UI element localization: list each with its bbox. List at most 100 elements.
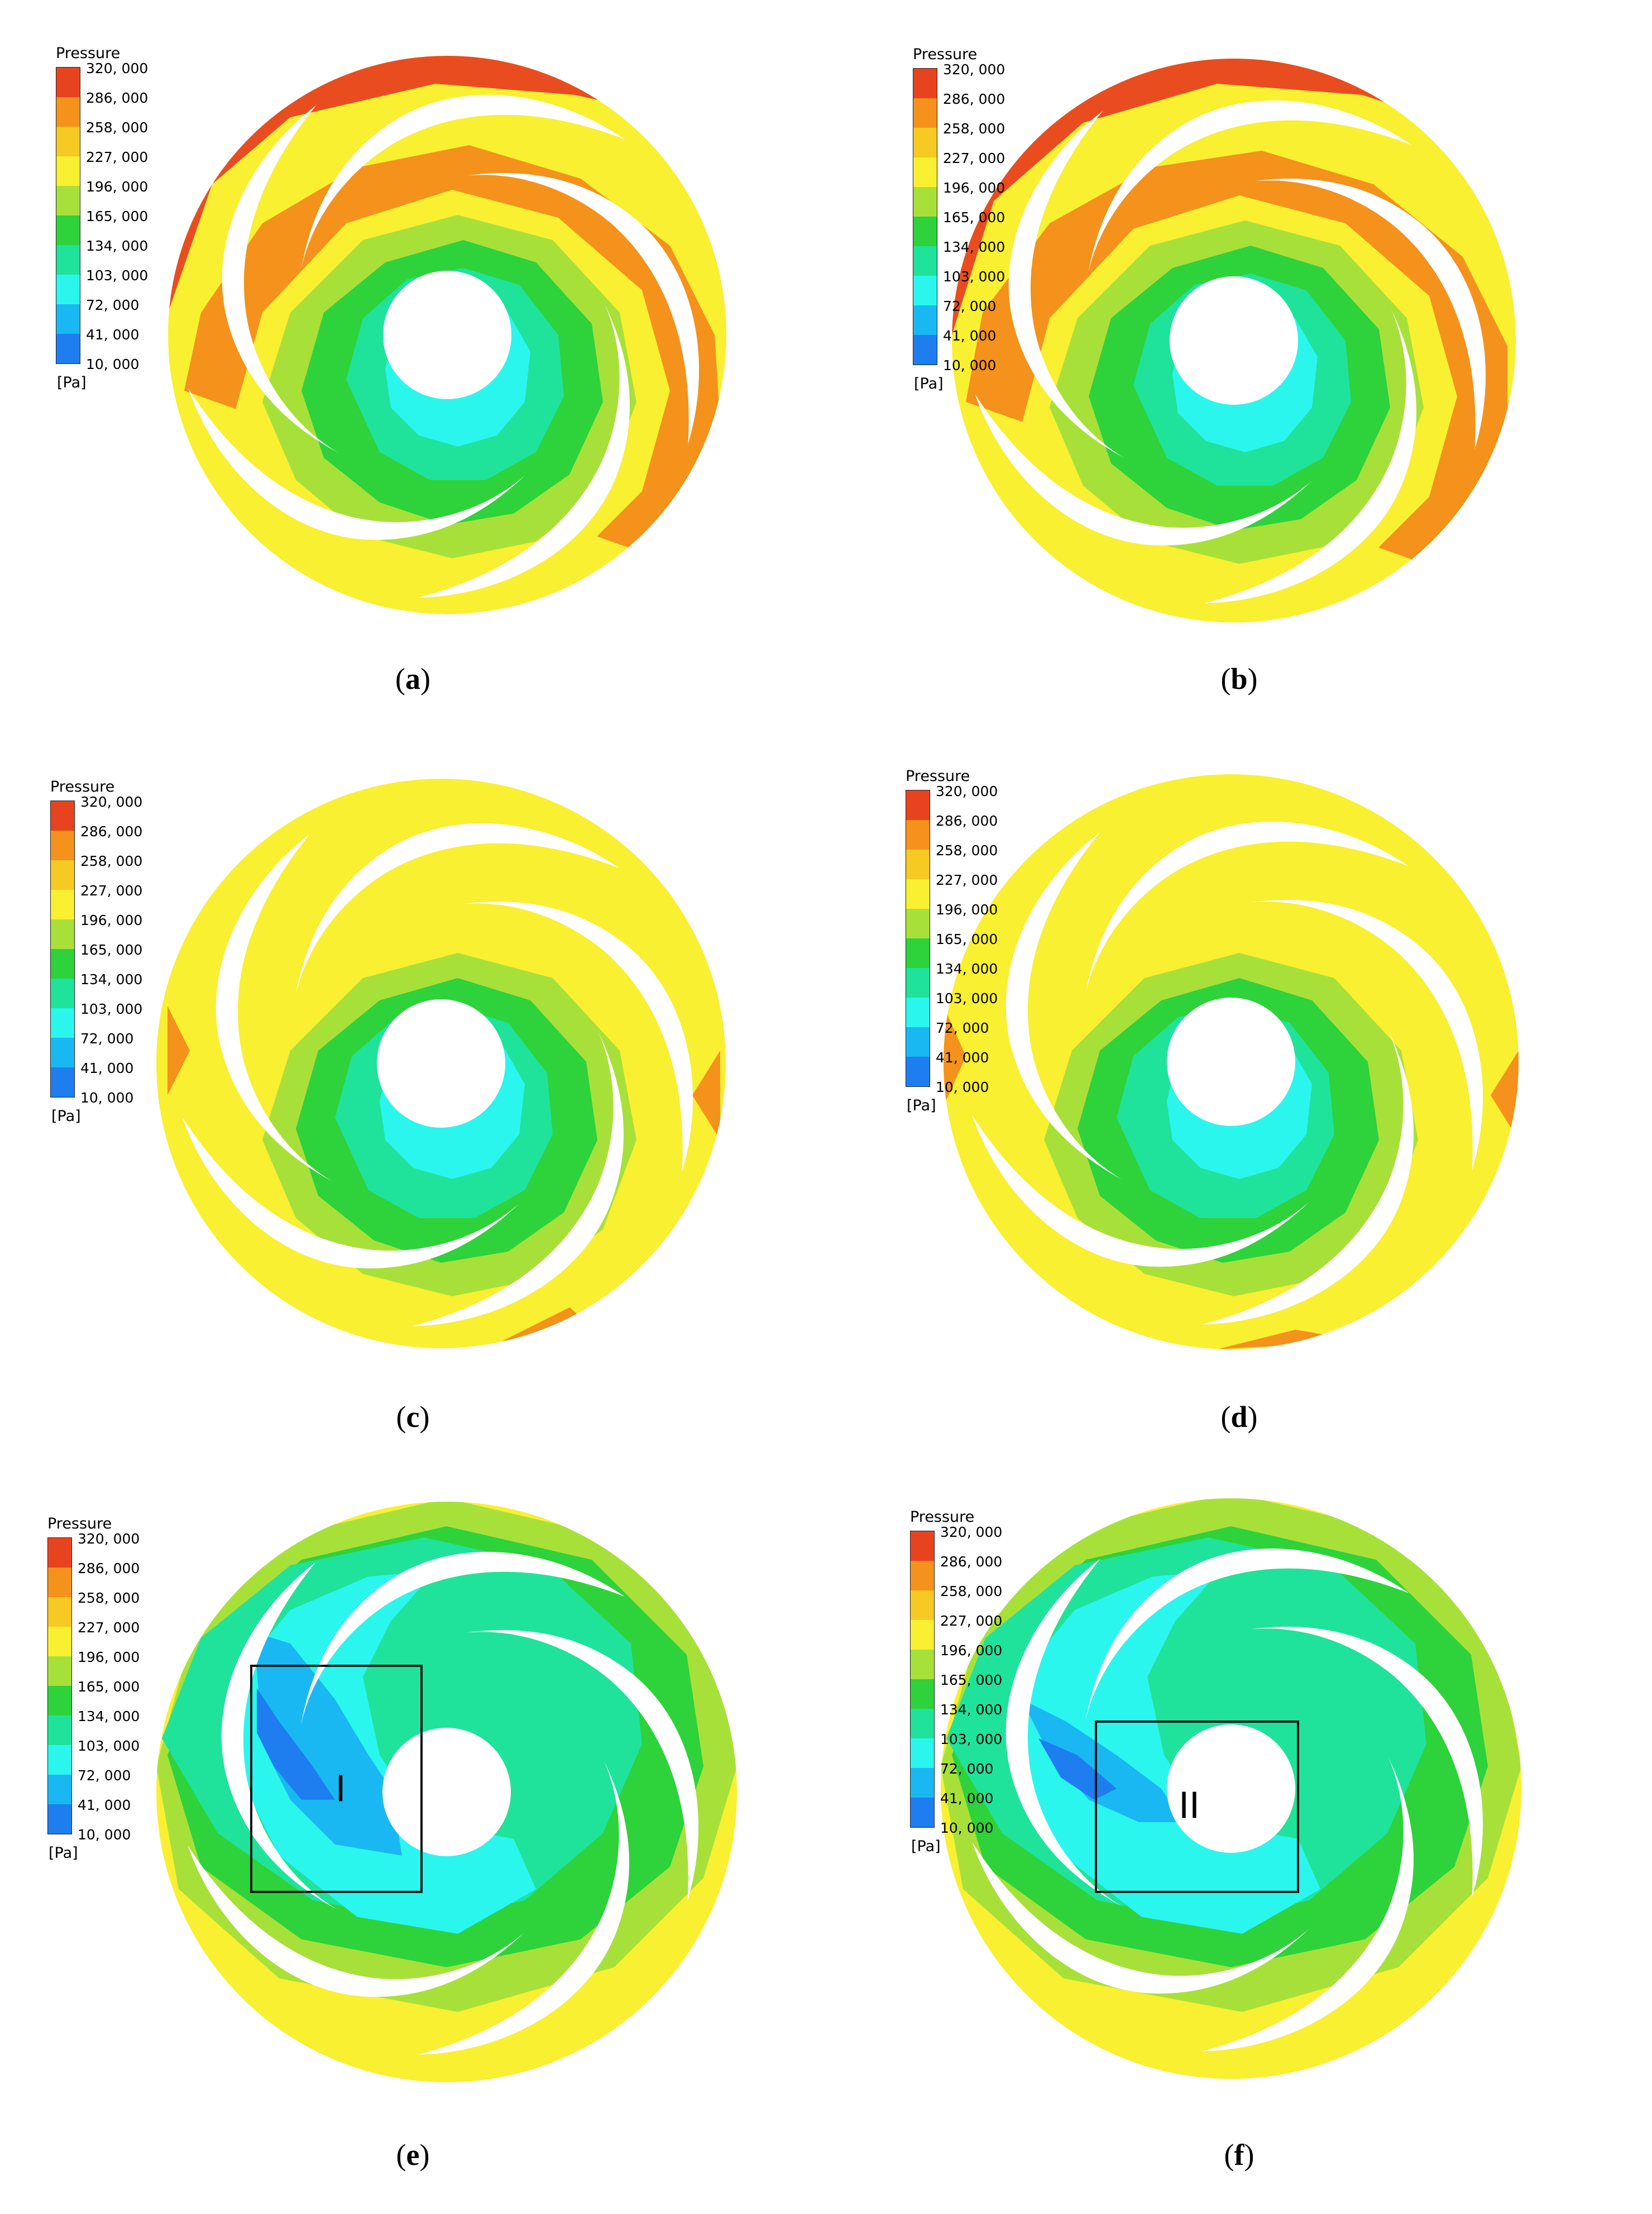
legend-swatch (56, 68, 80, 97)
legend-tick: 227, 000 (940, 1613, 1003, 1629)
legend-tick: 165, 000 (86, 208, 149, 224)
blade (972, 1115, 1310, 1267)
legend-swatch (906, 820, 930, 850)
legend-swatch (48, 1627, 71, 1656)
legend-title: Pressure (910, 1508, 975, 1526)
legend-tick: 72, 000 (943, 298, 997, 314)
legend-tick: 286, 000 (86, 90, 149, 106)
legend-tick: 227, 000 (80, 883, 143, 899)
legend-swatch (913, 217, 937, 246)
legend-tick: 258, 000 (936, 842, 998, 859)
legend-tick: 103, 000 (936, 990, 998, 1007)
legend-tick: 286, 000 (936, 813, 998, 829)
legend-colorbar (913, 68, 937, 365)
legend-tick: 165, 000 (78, 1679, 140, 1695)
panel-f: II Pressure 320, 000 286, 000 258, 000 2… (826, 1476, 1652, 2214)
legend-swatch (911, 1650, 934, 1679)
legend-swatch (911, 1679, 934, 1709)
legend-swatch (911, 1620, 934, 1650)
legend-tick: 286, 000 (940, 1554, 1003, 1570)
legend-swatch (913, 305, 937, 335)
blade (188, 1845, 525, 1997)
legend-swatch (48, 1568, 71, 1597)
legend-unit: [Pa] (57, 374, 87, 391)
legend-swatch (906, 938, 930, 968)
panel-b: Pressure 320, 000 286, 000 258, 000 227,… (826, 0, 1652, 738)
legend-colorbar (47, 1537, 72, 1834)
contour-band (1022, 1699, 1184, 1822)
legend-swatch (911, 1738, 934, 1768)
caption-letter: a (405, 662, 420, 696)
legend-tick: 227, 000 (936, 872, 998, 888)
legend-tick: 196, 000 (78, 1649, 140, 1665)
legend-tick: 227, 000 (943, 150, 1005, 166)
legend-tick: 134, 000 (936, 961, 998, 977)
legend-swatch (51, 890, 74, 919)
legend-swatch (56, 334, 80, 363)
legend-tick: 320, 000 (80, 794, 143, 810)
legend-tick: 72, 000 (78, 1767, 131, 1784)
legend-swatch (56, 97, 80, 127)
legend-tick: 320, 000 (940, 1524, 1003, 1540)
legend-tick: 258, 000 (86, 119, 149, 136)
legend-swatch (48, 1745, 71, 1775)
region-box (250, 1665, 423, 1893)
legend-tick: 103, 000 (86, 267, 149, 284)
legend-tick: 134, 000 (940, 1702, 1003, 1718)
legend-title: Pressure (906, 768, 970, 785)
contour-band (1217, 1330, 1362, 1349)
legend-tick: 10, 000 (940, 1820, 994, 1836)
blade (972, 1842, 1310, 1994)
legend-swatch (906, 790, 930, 820)
legend-swatch (51, 831, 74, 860)
region-label: II (1179, 1786, 1200, 1827)
legend-swatch (51, 1038, 74, 1067)
blade (1088, 100, 1412, 274)
legend-tick: 134, 000 (78, 1708, 140, 1724)
blade (466, 172, 699, 444)
legend-swatch (911, 1768, 934, 1798)
legend-tick: 320, 000 (86, 60, 149, 76)
panel-caption: (e) (396, 2138, 430, 2172)
blade (465, 1630, 698, 1901)
blade (417, 1760, 630, 2055)
legend-swatch (911, 1798, 934, 1827)
blade (188, 388, 526, 540)
legend-swatch (913, 69, 937, 98)
contour-plot-a (168, 56, 726, 614)
panel-c: Pressure 320, 000 286, 000 258, 000 227,… (0, 738, 826, 1476)
legend-tick: 72, 000 (80, 1031, 134, 1047)
legend-swatch (913, 98, 937, 128)
legend-swatch (56, 156, 80, 186)
legend-swatch (911, 1590, 934, 1620)
blade (1204, 309, 1417, 603)
caption-letter: c (406, 1400, 420, 1434)
legend-swatch (51, 1067, 74, 1097)
legend-title: Pressure (50, 778, 115, 795)
contour-band (257, 1688, 335, 1800)
legend-tick: 41, 000 (86, 327, 140, 343)
contour-plot-e: I (156, 1502, 737, 2082)
legend-swatch (51, 860, 74, 890)
legend-tick: 196, 000 (936, 902, 998, 918)
legend-tick: 41, 000 (78, 1797, 131, 1813)
contour-plot-d (944, 774, 1519, 1349)
legend-colorbar (906, 790, 930, 1087)
legend-tick: 196, 000 (80, 912, 143, 928)
contour-band (167, 1006, 190, 1095)
legend-swatch (48, 1538, 71, 1568)
blade (1249, 899, 1483, 1171)
blade (301, 94, 625, 268)
legend-title: Pressure (56, 45, 121, 62)
blade (459, 901, 693, 1173)
panel-a: Pressure 320, 000 286, 000 258, 000 227,… (0, 0, 826, 738)
caption-letter: e (406, 2138, 420, 2172)
blade (1085, 1548, 1409, 1722)
legend-swatch (906, 968, 930, 998)
blade (222, 105, 339, 453)
legend-tick: 41, 000 (936, 1050, 989, 1066)
legend-swatch (51, 919, 74, 949)
blade (1005, 1559, 1123, 1907)
panel-d: Pressure 320, 000 286, 000 258, 000 227,… (826, 738, 1652, 1476)
legend-tick: 258, 000 (78, 1590, 140, 1606)
